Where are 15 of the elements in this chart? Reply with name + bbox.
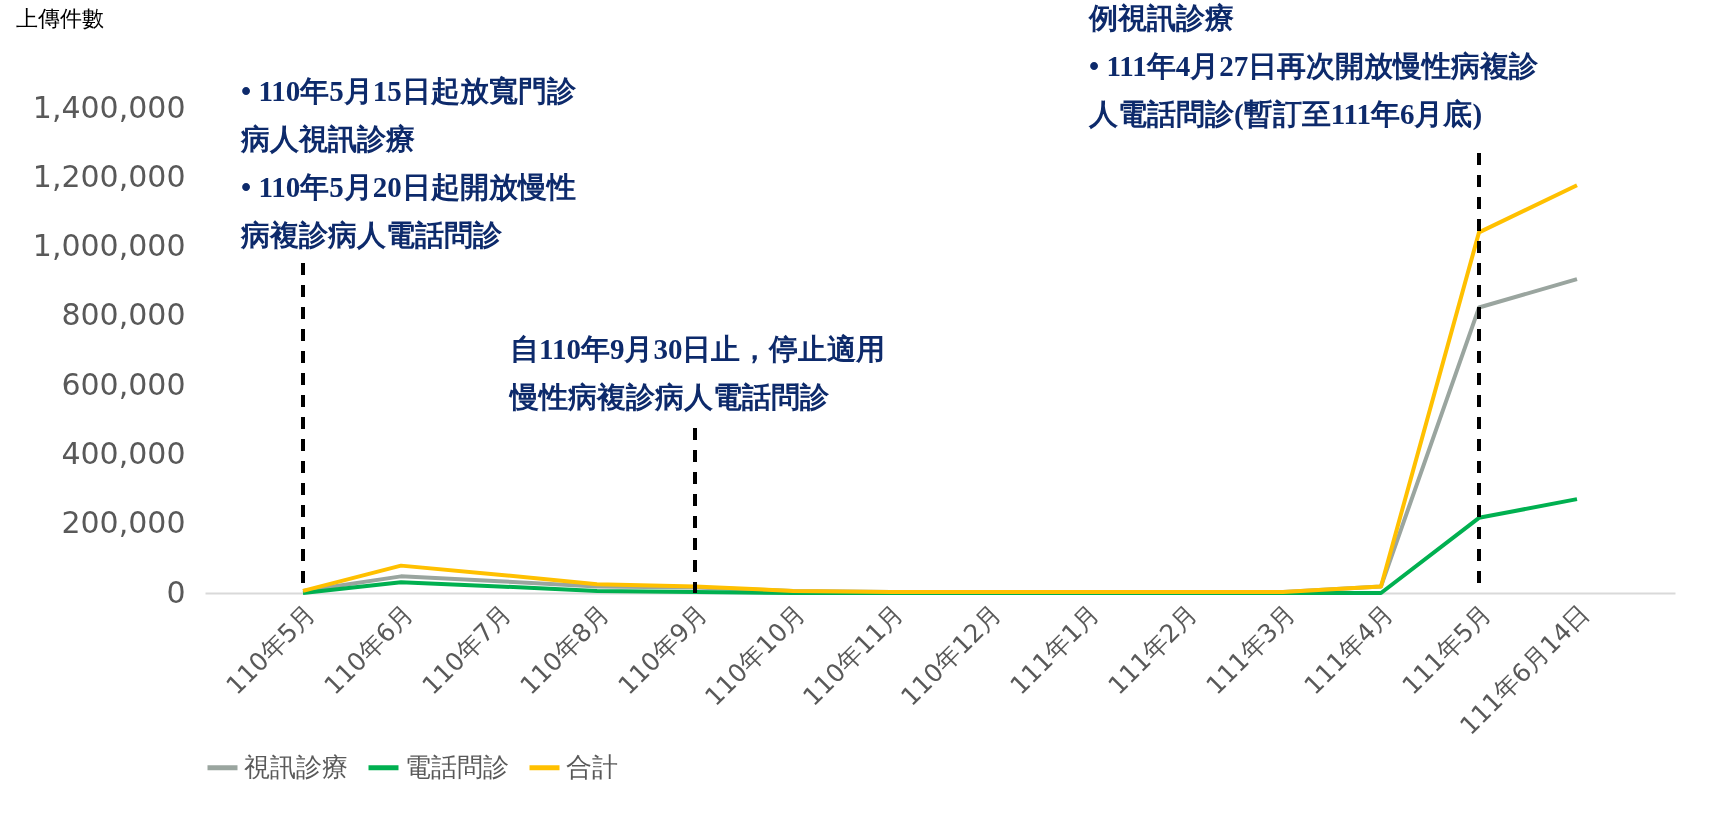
ref-line-label: 例視訊診療• 111年4月27日再次開放慢性病複診人電話問診(暫訂至111年6月底) [1088, 2, 1540, 131]
y-tick-label: 400,000 [61, 435, 186, 471]
ref-line-label: • 110年5月15日起放寬門診病人視訊診療• 110年5月20日起開放慢性病複診病人電話問診 [240, 75, 577, 251]
y-tick-label: 200,000 [61, 505, 186, 541]
legend-label: 視訊診療 [244, 751, 348, 782]
y-tick-label: 600,000 [61, 366, 186, 402]
legend-label: 合計 [566, 751, 618, 782]
y-axis-title: 上傳件數 [15, 5, 104, 31]
y-tick-label: 1,200,000 [32, 158, 186, 194]
y-tick-label: 1,000,000 [32, 228, 186, 264]
y-tick-label: 0 [166, 574, 186, 610]
ref-line-label: 自110年9月30日止，停止適用慢性病複診病人電話問診 [508, 333, 886, 413]
y-tick-label: 1,400,000 [32, 89, 186, 125]
y-tick-label: 800,000 [61, 297, 186, 333]
legend-label: 電話問診 [405, 751, 509, 782]
